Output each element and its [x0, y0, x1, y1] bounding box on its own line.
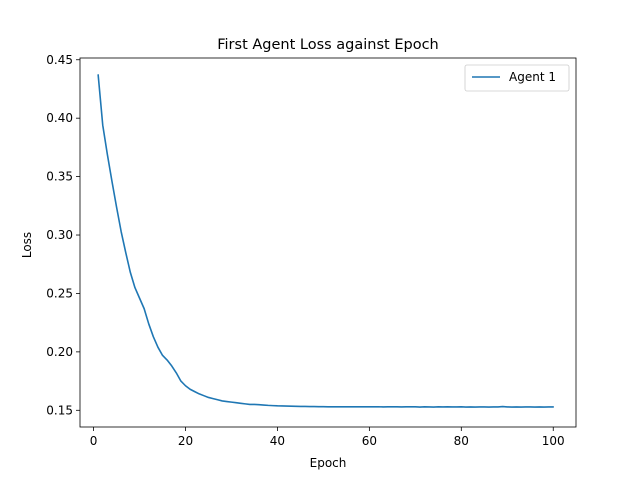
legend: Agent 1: [464, 64, 570, 92]
x-tick-label: 40: [270, 434, 285, 448]
y-tick-label: 0.35: [46, 170, 73, 184]
plot-area: [79, 57, 577, 428]
x-tick-label: 80: [454, 434, 469, 448]
series-layer: [97, 74, 555, 408]
series-line-1: [97, 74, 555, 408]
y-tick-label: 0.45: [46, 53, 73, 67]
y-axis-label: Loss: [20, 232, 34, 258]
legend-label: Agent 1: [509, 70, 556, 84]
chart-title: First Agent Loss against Epoch: [217, 37, 439, 53]
y-tick-label: 0.20: [46, 345, 73, 359]
y-tick-label: 0.30: [46, 228, 73, 242]
y-axis: 0.15 0.20 0.25 0.30 0.35 0.40 0.45: [46, 53, 80, 417]
x-tick-label: 20: [178, 434, 193, 448]
x-axis: 0 20 40 60 80 100: [90, 427, 565, 448]
x-tick-label: 0: [90, 434, 98, 448]
y-tick-label: 0.25: [46, 286, 73, 300]
legend-box: [464, 64, 570, 92]
x-tick-label: 100: [542, 434, 565, 448]
x-tick-label: 60: [362, 434, 377, 448]
axes-frame: [79, 57, 577, 428]
y-tick-label: 0.15: [46, 403, 73, 417]
x-axis-label: Epoch: [310, 456, 347, 470]
y-tick-label: 0.40: [46, 111, 73, 125]
